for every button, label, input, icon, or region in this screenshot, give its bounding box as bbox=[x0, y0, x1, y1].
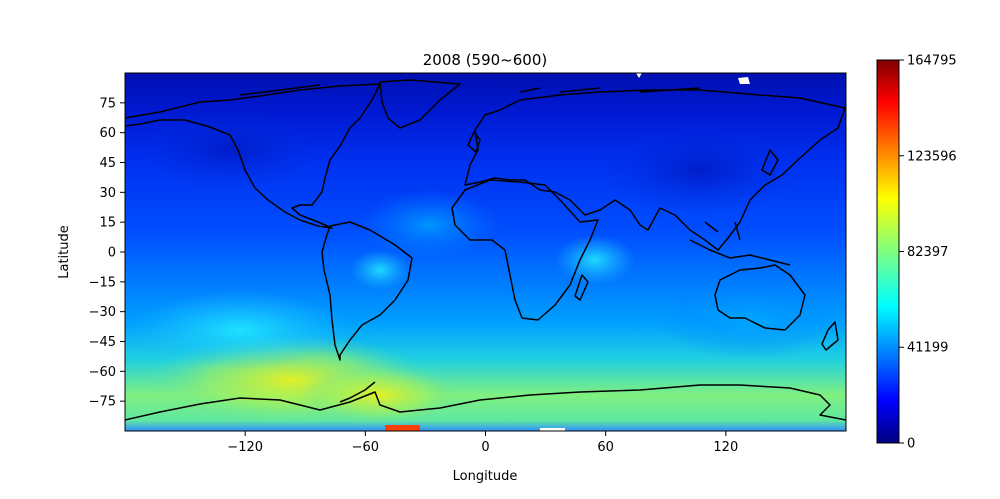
weddell-high-region bbox=[300, 365, 460, 425]
coastline-australia bbox=[714, 264, 806, 331]
north-america-dark-region bbox=[140, 110, 320, 190]
coastline-japan bbox=[761, 149, 779, 176]
colorbar-tick-label: 0 bbox=[907, 437, 915, 452]
coastline-antarctica bbox=[125, 384, 846, 421]
chart-title: 2008 (590~600) bbox=[423, 51, 547, 69]
atlantic-light-region bbox=[360, 190, 500, 260]
x-tick-label: −60 bbox=[352, 440, 379, 455]
amazon-cyan-region bbox=[350, 250, 410, 290]
y-tick-label: −45 bbox=[89, 335, 116, 350]
x-tick-label: 120 bbox=[713, 440, 738, 455]
y-axis-label: Latitude bbox=[57, 225, 72, 279]
x-tick-label: 60 bbox=[597, 440, 614, 455]
heatmap-field bbox=[125, 73, 846, 431]
missing-data-patch bbox=[636, 73, 642, 78]
colorbar-tick-label: 164795 bbox=[907, 54, 957, 69]
y-tick-label: 15 bbox=[99, 216, 116, 231]
y-tick-label: −60 bbox=[89, 365, 116, 380]
coastline-madagascar bbox=[574, 274, 589, 301]
coastline-uk bbox=[467, 131, 481, 153]
y-tick-label: 75 bbox=[99, 96, 116, 111]
coastline-antarctic-peninsula bbox=[339, 381, 376, 403]
indian-ocean-cyan-region bbox=[555, 235, 635, 285]
south-pacific-cyan-region bbox=[130, 290, 350, 370]
x-tick-label: 0 bbox=[481, 440, 489, 455]
coastline-new-zealand bbox=[821, 321, 839, 351]
colorbar-axis: 0 41199 82397 123596 164795 bbox=[899, 54, 957, 452]
x-axis: −120 −60 0 60 120 bbox=[227, 431, 738, 455]
coastline-se-asia-islands bbox=[689, 221, 791, 266]
y-tick-label: −75 bbox=[89, 395, 116, 410]
coastline-south-america bbox=[321, 221, 413, 361]
missing-data-patch bbox=[738, 77, 750, 84]
colorbar-tick-label: 123596 bbox=[907, 149, 957, 164]
missing-data-strip bbox=[540, 428, 565, 431]
coastlines bbox=[125, 79, 846, 421]
coastline-greenland bbox=[379, 79, 461, 129]
y-tick-label: 30 bbox=[99, 186, 116, 201]
coastline-north-america bbox=[125, 83, 381, 229]
colorbar bbox=[876, 59, 900, 444]
colorbar-tick-label: 82397 bbox=[907, 245, 948, 260]
coastline-europe-asia bbox=[464, 89, 846, 251]
y-tick-label: 60 bbox=[99, 126, 116, 141]
y-tick-label: −15 bbox=[89, 275, 116, 290]
asia-dark-region bbox=[600, 125, 800, 215]
y-tick-label: −30 bbox=[89, 305, 116, 320]
y-axis: 75 60 45 30 15 0 −15 −30 −45 −60 −75 bbox=[89, 96, 125, 410]
x-axis-label: Longitude bbox=[453, 469, 518, 484]
coastline-africa bbox=[451, 179, 599, 321]
colorbar-tick-label: 41199 bbox=[907, 341, 948, 356]
y-tick-label: 45 bbox=[99, 156, 116, 171]
y-tick-label: 0 bbox=[108, 246, 116, 261]
coastline-arctic-islands bbox=[239, 84, 701, 96]
antarctic-peak-strip bbox=[385, 425, 420, 431]
x-tick-label: −120 bbox=[227, 440, 263, 455]
